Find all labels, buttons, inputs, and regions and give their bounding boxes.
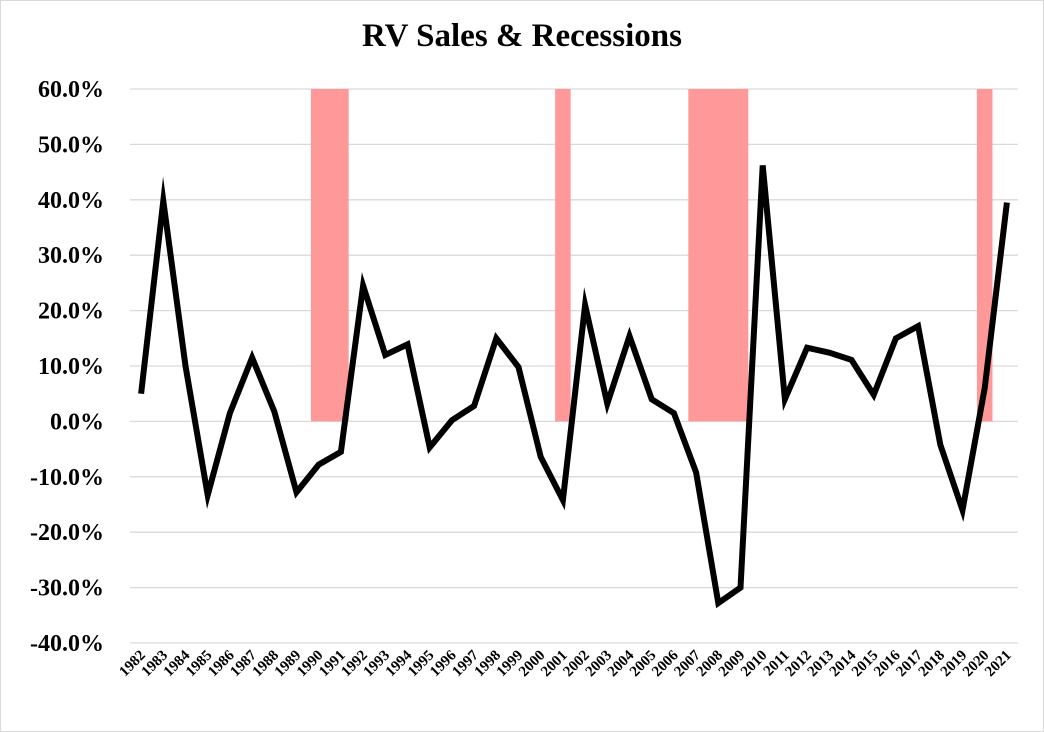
recession-bar: [688, 89, 749, 422]
recession-bar: [555, 89, 571, 422]
y-tick-label: 40.0%: [38, 188, 104, 214]
y-tick-label: -20.0%: [30, 520, 104, 546]
recession-bars: [310, 89, 993, 422]
y-tick-label: 10.0%: [38, 354, 104, 380]
series-line: [138, 165, 1010, 609]
y-tick-label: 30.0%: [38, 243, 104, 269]
y-tick-label: 0.0%: [50, 409, 104, 435]
y-axis-ticks: 60.0% 50.0% 40.0% 30.0% 20.0% 10.0% 0.0% -10.0%…: [30, 77, 104, 657]
chart-title: RV Sales & Recessions: [362, 18, 682, 54]
y-tick-label: 20.0%: [38, 299, 104, 325]
y-tick-label: 50.0%: [38, 132, 104, 158]
rv-sales-series: [138, 165, 1010, 609]
y-tick-label: 60.0%: [38, 77, 104, 103]
y-tick-label: -30.0%: [30, 576, 104, 602]
x-axis-ticks: 1982198319841985198619871988198919901991…: [116, 647, 1014, 680]
recession-bar: [310, 89, 349, 422]
y-tick-label: -10.0%: [30, 465, 104, 491]
y-tick-label: -40.0%: [30, 631, 104, 657]
x-tick-label: 2021: [982, 648, 1015, 681]
